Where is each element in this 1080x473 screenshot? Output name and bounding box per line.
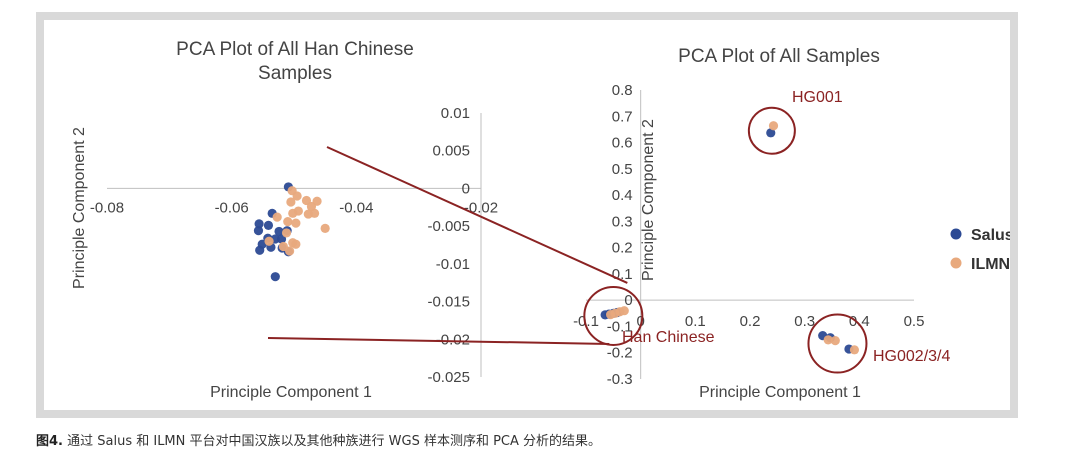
zoom-connector-line <box>267 337 610 345</box>
left-x-tick-label: -0.06 <box>215 199 249 216</box>
figure-frame: PCA Plot of All Han Chinese Samples -0.08 -… <box>36 12 1018 418</box>
right-x-tick-label: 0.4 <box>849 313 870 330</box>
right-y-tick-label: 0.8 <box>612 82 633 99</box>
left-point-ilmn <box>309 208 320 218</box>
legend-marker-salus <box>950 228 962 240</box>
right-y-axis-title: Principle Component 2 <box>640 119 657 281</box>
caption-text: 通过 Salus 和 ILMN 平台对中国汉族以及其他种族进行 WGS 样本测序… <box>62 434 602 449</box>
left-x-tick-label: -0.08 <box>90 199 124 216</box>
right-x-tick-label: 0.1 <box>685 313 706 330</box>
right-x-tick-label: 0 <box>636 313 644 330</box>
right-point-ilmn <box>849 345 860 355</box>
left-y-tick-label: 0.005 <box>432 143 470 160</box>
left-x-tick-label: -0.02 <box>464 199 498 216</box>
left-point-ilmn <box>281 228 292 238</box>
annotation-label-han-chinese: Han Chinese <box>622 329 715 346</box>
annotation-label-hg001: HG001 <box>792 89 843 106</box>
left-point-ilmn <box>292 191 302 201</box>
right-x-tick-label: 0.3 <box>794 313 815 330</box>
right-x-tick-label: -0.1 <box>573 313 599 330</box>
legend-marker-ilmn <box>950 257 962 269</box>
right-x-axis-title: Principle Component 1 <box>699 384 861 401</box>
right-point-ilmn <box>823 335 833 345</box>
left-y-tick-label: -0.015 <box>427 294 470 311</box>
right-chart-title: PCA Plot of All Samples <box>678 46 880 67</box>
left-point-salus <box>253 226 264 236</box>
right-y-tick-label: 0.4 <box>612 187 633 204</box>
left-y-tick-label: -0.01 <box>436 256 470 273</box>
annotation-circle <box>583 285 644 346</box>
left-point-salus <box>263 220 274 230</box>
right-x-tick-label: 0.5 <box>904 313 925 330</box>
caption-label: 图4. <box>36 434 63 449</box>
right-y-tick-label: -0.2 <box>607 345 633 362</box>
left-point-salus <box>270 272 280 282</box>
left-y-tick-label: 0.01 <box>441 105 470 122</box>
right-point-ilmn <box>830 336 840 346</box>
left-y-tick-label: -0.025 <box>427 369 470 386</box>
left-point-ilmn <box>288 208 298 218</box>
right-y-tick-label: 0.5 <box>612 161 633 178</box>
right-y-tick-label: 0.2 <box>612 240 633 257</box>
right-point-salus <box>766 128 776 138</box>
left-point-ilmn <box>291 218 301 228</box>
right-y-tick-label: -0.3 <box>607 371 633 388</box>
left-y-tick-label: -0.02 <box>436 331 470 348</box>
right-point-ilmn <box>619 306 629 316</box>
left-point-ilmn <box>291 239 301 249</box>
left-point-salus <box>276 234 287 244</box>
left-y-tick-label: -0.005 <box>427 218 470 235</box>
zoom-connector-line <box>326 146 628 284</box>
left-point-ilmn <box>272 212 282 222</box>
legend-label-salus: Salus <box>971 227 1010 244</box>
annotation-circle <box>747 106 796 155</box>
right-y-tick-label: 0.7 <box>612 108 633 125</box>
right-y-tick-label: 0 <box>624 292 632 309</box>
right-point-ilmn <box>768 121 779 131</box>
left-chart-title-line: Samples <box>258 63 332 84</box>
left-point-salus <box>255 245 265 255</box>
left-point-ilmn <box>320 223 330 234</box>
left-point-ilmn <box>264 236 274 246</box>
pca-figure: PCA Plot of All Han Chinese Samples -0.08 -… <box>71 39 1010 401</box>
left-y-axis-title: Principle Component 2 <box>71 127 88 289</box>
legend-label-ilmn: ILMN <box>971 256 1010 273</box>
left-point-ilmn <box>301 195 312 206</box>
left-point-ilmn <box>286 197 296 207</box>
figure-caption: 图4. 通过 Salus 和 ILMN 平台对中国汉族以及其他种族进行 WGS … <box>36 430 601 449</box>
right-y-tick-label: -0.1 <box>607 318 633 335</box>
left-point-salus <box>274 226 284 237</box>
right-y-tick-label: 0.6 <box>612 135 633 152</box>
left-chart-title-line: PCA Plot of All Han Chinese <box>176 39 414 60</box>
right-y-tick-label: 0.3 <box>612 213 633 230</box>
left-y-tick-label: 0 <box>462 180 470 197</box>
left-point-ilmn <box>283 217 293 227</box>
left-point-salus <box>254 219 264 229</box>
right-x-tick-label: 0.2 <box>740 313 761 330</box>
left-point-ilmn <box>285 246 295 256</box>
left-x-tick-label: -0.04 <box>339 199 373 216</box>
figure-panel: PCA Plot of All Han Chinese Samples -0.08 -… <box>44 20 1010 410</box>
left-x-axis-title: Principle Component 1 <box>210 384 372 401</box>
annotation-label-hg002: HG002/3/4 <box>873 348 950 365</box>
annotation-circle <box>807 313 868 374</box>
